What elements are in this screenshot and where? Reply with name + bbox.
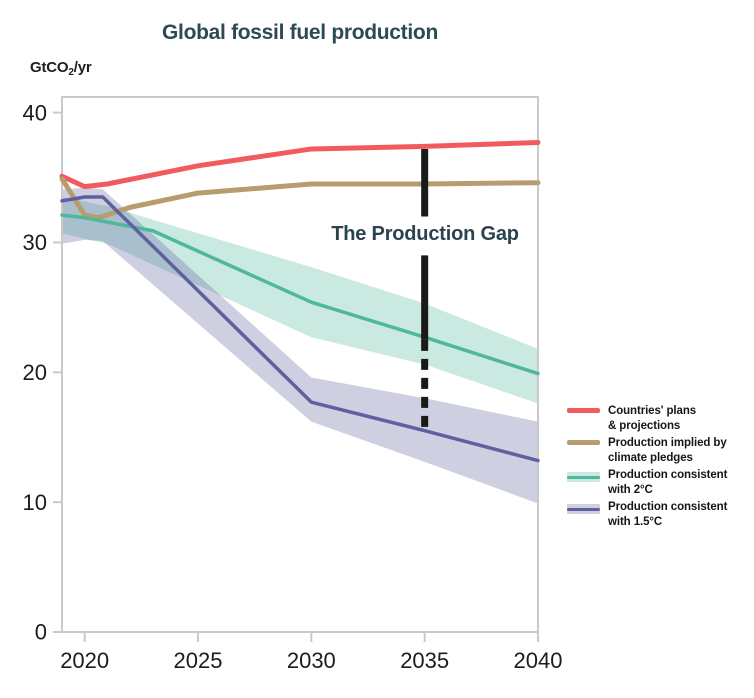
legend-swatch-climate-pledges bbox=[567, 440, 600, 445]
plot-border bbox=[61, 96, 539, 633]
x-tick-label: 2035 bbox=[400, 648, 449, 673]
consistent-2c-band bbox=[62, 196, 538, 404]
legend-item-countries-plans: Countries' plans & projections bbox=[567, 404, 753, 433]
countries-plans-line bbox=[59, 139, 541, 190]
climate-pledges-line bbox=[59, 176, 541, 221]
x-tick-label: 2040 bbox=[514, 648, 563, 673]
legend-label-line: Production consistent bbox=[608, 469, 728, 481]
legend-swatch-line bbox=[567, 507, 600, 511]
legend-label-line: Production implied by bbox=[608, 437, 727, 449]
legend-label-line: Countries' plans bbox=[608, 405, 697, 417]
y-axis-unit-sub: 2 bbox=[68, 67, 74, 78]
legend-item-consistent-2c: Production consistent with 2°C bbox=[567, 468, 753, 497]
y-tick-label: 20 bbox=[23, 360, 47, 385]
legend-swatch-consistent-2c bbox=[567, 472, 600, 482]
legend-label-climate-pledges: Production implied by climate pledges bbox=[608, 436, 727, 465]
consistent-1p5c-band bbox=[62, 187, 538, 504]
legend-swatch-consistent-1p5c bbox=[567, 504, 600, 514]
x-tick-label: 2025 bbox=[174, 648, 223, 673]
legend-swatch-line bbox=[567, 408, 600, 413]
legend-swatch-line bbox=[567, 440, 600, 445]
x-tick-label: 2030 bbox=[287, 648, 336, 673]
legend-label-line: with 1.5°C bbox=[608, 515, 663, 528]
y-axis-unit: GtCO2/yr bbox=[30, 59, 92, 78]
legend-swatch-line bbox=[567, 475, 600, 479]
x-tick-label: 2020 bbox=[60, 648, 109, 673]
y-tick-label: 10 bbox=[23, 490, 47, 515]
legend-label-line: Production consistent bbox=[608, 501, 728, 513]
y-axis-unit-suffix: /yr bbox=[73, 59, 92, 76]
y-axis-unit-prefix: GtCO bbox=[30, 59, 69, 76]
production-gap-label: The Production Gap bbox=[328, 223, 522, 246]
consistent-1p5c-line bbox=[60, 195, 540, 463]
legend-label-line: with 2°C bbox=[608, 483, 653, 496]
y-tick-label: 40 bbox=[23, 100, 47, 125]
y-tick-label: 0 bbox=[35, 620, 47, 645]
chart-title: Global fossil fuel production bbox=[162, 21, 438, 44]
y-tick-label: 30 bbox=[23, 230, 47, 255]
legend: Countries' plans & projections Productio… bbox=[567, 404, 753, 532]
consistent-2c-line bbox=[60, 213, 540, 376]
legend-swatch-countries-plans bbox=[567, 408, 600, 413]
legend-label-countries-plans: Countries' plans & projections bbox=[608, 404, 696, 433]
legend-item-consistent-1p5c: Production consistent with 1.5°C bbox=[567, 500, 753, 529]
legend-label-consistent-1p5c: Production consistent with 1.5°C bbox=[608, 500, 727, 529]
legend-label-consistent-2c: Production consistent with 2°C bbox=[608, 468, 727, 497]
legend-label-line: climate pledges bbox=[608, 451, 693, 464]
legend-label-line: & projections bbox=[608, 419, 681, 432]
legend-item-climate-pledges: Production implied by climate pledges bbox=[567, 436, 753, 465]
